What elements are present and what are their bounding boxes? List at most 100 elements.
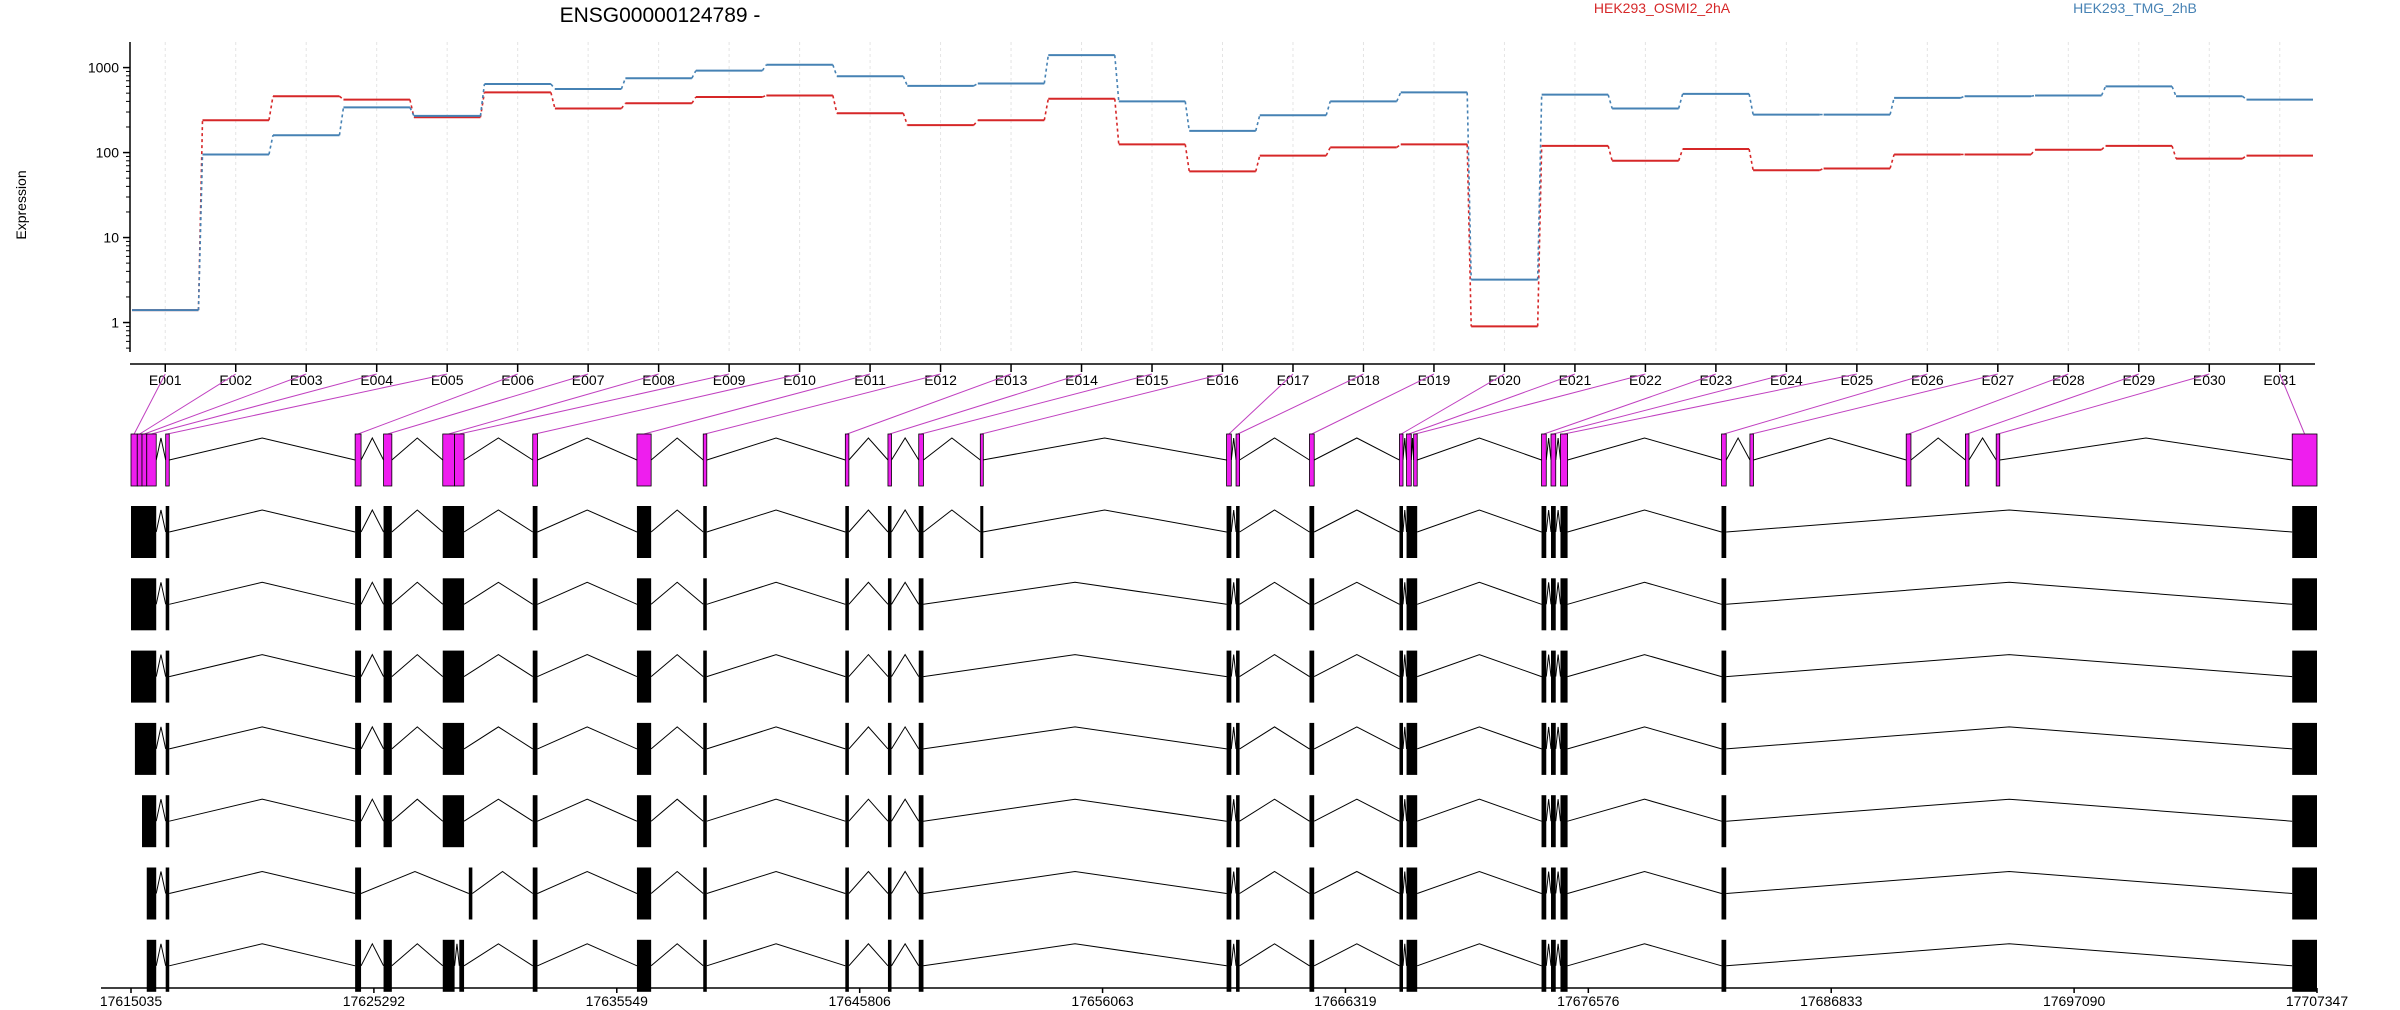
intron-line <box>1555 654 1561 677</box>
intron-line <box>155 582 167 605</box>
exon-block <box>532 867 538 920</box>
exon-block <box>1905 433 1912 487</box>
exon-block <box>355 578 362 631</box>
intron-line <box>1417 798 1542 822</box>
transcript-7 <box>146 939 2317 992</box>
exon-block <box>532 650 538 703</box>
intron-line <box>1545 437 1552 461</box>
exon-block <box>1309 867 1315 920</box>
exon-block <box>845 650 849 703</box>
transition-segment <box>1043 55 1050 84</box>
intron-line <box>1726 726 2293 750</box>
exon-tick-label: E028 <box>2052 372 2085 388</box>
exon-block <box>165 650 170 703</box>
exon-block <box>442 433 455 487</box>
transition-segment <box>1184 101 1191 131</box>
exon-block <box>1560 506 1568 558</box>
intron-line <box>650 798 704 822</box>
intron-line <box>1313 581 1400 605</box>
exon-block <box>532 795 538 848</box>
transition-segment <box>268 135 274 155</box>
transcript-3 <box>131 650 2317 703</box>
exon-block <box>887 506 892 558</box>
legend-entry-tmg: HEK293_TMG_2hB <box>2073 0 2197 16</box>
exon-block <box>2291 433 2318 487</box>
intron-line <box>360 581 384 605</box>
exon-block <box>1226 433 1232 487</box>
intron-line <box>463 654 534 678</box>
intron-line <box>360 653 384 677</box>
exon-block <box>1235 433 1241 487</box>
exon-block <box>918 433 924 487</box>
exon-block <box>1551 506 1556 558</box>
exon-block <box>636 506 652 558</box>
exon-connector <box>643 373 871 435</box>
exon-tick-label: E002 <box>219 372 252 388</box>
exon-block <box>136 433 143 487</box>
transition-segment <box>197 120 204 311</box>
exon-connector <box>1543 373 1717 435</box>
exon-block <box>1406 433 1412 487</box>
intron-line <box>169 654 356 678</box>
exon-connector <box>1408 373 1576 435</box>
transition-segment <box>1536 94 1543 280</box>
exon-block <box>165 578 170 631</box>
exon-block <box>1399 939 1404 992</box>
transition-segment <box>1325 147 1331 156</box>
exon-tick-label: E005 <box>431 372 464 388</box>
exon-block <box>1541 578 1547 631</box>
intron-line <box>982 437 1227 461</box>
exon-block <box>1236 867 1240 920</box>
exon-block <box>918 578 924 631</box>
exon-tick-label: E006 <box>501 372 534 388</box>
intron-line <box>1313 654 1400 678</box>
intron-line <box>1402 509 1408 533</box>
intron-line <box>391 653 444 677</box>
intron-line <box>982 509 1227 533</box>
exon-connector <box>1400 373 1505 435</box>
exon-tick-label: E019 <box>1418 372 1451 388</box>
exon-block <box>1721 578 1727 631</box>
exon-connector <box>357 373 518 435</box>
transition-segment <box>1466 92 1472 280</box>
exon-block <box>383 433 393 487</box>
intron-line <box>891 870 920 894</box>
intron-line <box>706 654 846 678</box>
intron-line <box>155 654 167 677</box>
exon-block <box>703 650 707 703</box>
exon-block <box>1399 506 1404 558</box>
exon-block <box>887 433 892 487</box>
legend-entry-osmi2: HEK293_OSMI2_2hA <box>1594 0 1731 16</box>
transition-segment <box>1607 145 1613 162</box>
intron-line <box>891 509 920 533</box>
transition-segment <box>1043 98 1050 121</box>
intron-line <box>923 870 1227 894</box>
intron-line <box>1417 509 1542 533</box>
exon-block <box>636 722 652 775</box>
intron-line <box>1313 943 1400 967</box>
exon-block <box>1551 650 1556 703</box>
intron-line <box>706 943 846 967</box>
exon-connector <box>846 373 1012 435</box>
intron-line <box>1545 799 1552 822</box>
exon-block <box>980 506 984 558</box>
genomic-tick-label: 17635549 <box>586 993 649 1009</box>
intron-line <box>1567 943 1722 967</box>
transition-segment <box>620 102 627 109</box>
exon-block <box>355 939 362 992</box>
exon-block <box>1721 506 1727 558</box>
exon-tick-label: E014 <box>1065 372 1098 388</box>
intron-line <box>1910 437 1966 461</box>
exon-connector <box>920 373 1153 435</box>
exon-block <box>1236 795 1240 848</box>
genomic-tick-label: 17666319 <box>1314 993 1377 1009</box>
transition-segment <box>832 64 838 77</box>
intron-line <box>650 581 704 605</box>
exon-block <box>383 722 392 775</box>
intron-line <box>1545 509 1552 533</box>
expression-lines <box>132 54 2313 328</box>
exon-block <box>142 795 157 848</box>
intron-line <box>706 798 846 822</box>
intron-line <box>1402 654 1408 677</box>
intron-line <box>1230 799 1237 822</box>
